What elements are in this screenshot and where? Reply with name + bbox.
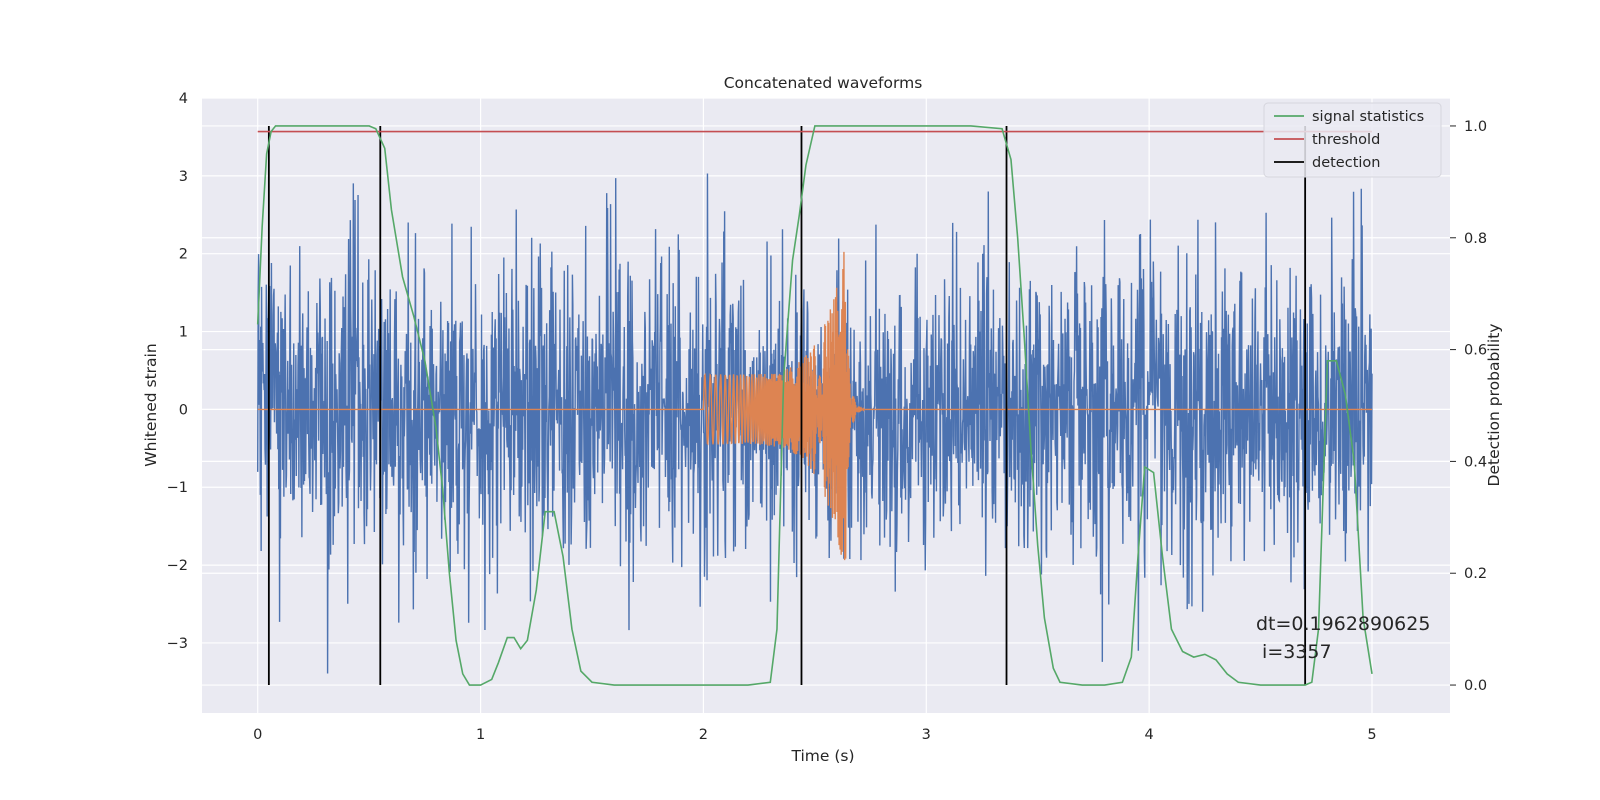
y-left-tick-label: 1 xyxy=(179,325,188,341)
y-right-tick-label: 1.0 xyxy=(1464,119,1487,135)
x-tick-label: 0 xyxy=(253,727,262,743)
annotation-dt: dt=0.1962890625 xyxy=(1256,613,1430,635)
y-left-tick-label: −2 xyxy=(167,558,188,574)
x-axis-label: Time (s) xyxy=(790,747,854,765)
legend: signal statistics threshold detection xyxy=(1263,102,1442,178)
series-waveform-line xyxy=(257,251,1372,561)
y-left-tick-label: −1 xyxy=(167,480,188,496)
chart-title: Concatenated waveforms xyxy=(724,74,923,92)
x-tick-label: 2 xyxy=(699,727,708,743)
series-signal-statistics-line xyxy=(256,125,1373,686)
y-left-axis-label: Whitened strain xyxy=(142,343,160,466)
x-tick-label: 3 xyxy=(922,727,931,743)
y-right-tick-label: 0.0 xyxy=(1464,678,1487,694)
legend-label-threshold: threshold xyxy=(1312,132,1380,148)
legend-box xyxy=(1263,102,1442,178)
legend-label-detection: detection xyxy=(1312,155,1380,171)
legend-label-signal-statistics: signal statistics xyxy=(1312,109,1424,125)
x-tick-label: 1 xyxy=(476,727,485,743)
y-left-tick-label: 0 xyxy=(179,402,188,418)
y-right-tick-label: 0.4 xyxy=(1464,454,1487,470)
y-right-tick-labels: 0.0 0.2 0.4 0.6 0.8 1.0 xyxy=(1450,119,1487,694)
y-left-tick-label: 4 xyxy=(179,91,188,107)
x-tick-labels: 0 1 2 3 4 5 xyxy=(253,727,1377,743)
y-left-tick-labels: −3 −2 −1 0 1 2 3 4 xyxy=(167,91,188,652)
y-right-axis-label: Detection probability xyxy=(1485,324,1503,487)
detection-lines xyxy=(267,125,1307,686)
y-left-tick-label: −3 xyxy=(167,636,188,652)
y-right-tick-label: 0.8 xyxy=(1464,231,1487,247)
y-right-tick-label: 0.2 xyxy=(1464,566,1487,582)
x-tick-label: 5 xyxy=(1367,727,1376,743)
y-right-tick-label: 0.6 xyxy=(1464,343,1487,359)
x-tick-label: 4 xyxy=(1145,727,1154,743)
annotation-index: i=3357 xyxy=(1256,641,1332,663)
y-left-tick-label: 2 xyxy=(179,247,188,263)
y-left-tick-label: 3 xyxy=(179,169,188,185)
